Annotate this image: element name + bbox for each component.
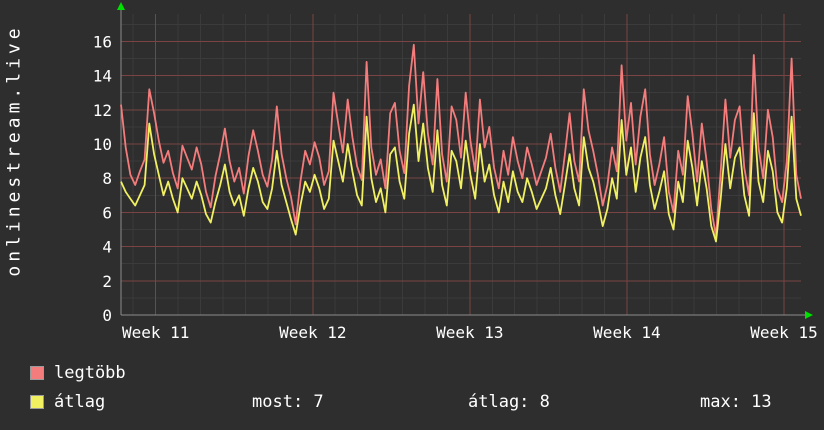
stat-most: most: 7: [252, 392, 324, 412]
svg-text:0: 0: [102, 306, 112, 325]
svg-text:2: 2: [102, 272, 112, 291]
svg-text:Week 11: Week 11: [122, 323, 189, 342]
legend-item-atlag: átlag: [30, 392, 105, 412]
svg-text:Week 12: Week 12: [279, 323, 346, 342]
svg-text:16: 16: [93, 32, 112, 51]
chart-svg: 0 2 4 6 8 10 12 14 16 Week 11 Week 12 Week 13 Week 1…: [93, 2, 818, 342]
legtobb-label: legtöbb: [54, 363, 126, 383]
stat-atlag: átlag: 8: [468, 392, 550, 412]
atlag-label: átlag: [54, 392, 106, 412]
svg-text:8: 8: [102, 169, 112, 188]
svg-text:14: 14: [93, 67, 112, 86]
atlag-swatch-icon: [30, 395, 44, 409]
svg-text:Week 15: Week 15: [750, 323, 817, 342]
legend-item-legtobb: legtöbb: [30, 363, 126, 383]
svg-text:10: 10: [93, 135, 112, 154]
svg-text:4: 4: [102, 238, 112, 257]
legtobb-swatch-icon: [30, 366, 44, 380]
svg-text:12: 12: [93, 101, 112, 120]
svg-text:Week 13: Week 13: [436, 323, 503, 342]
svg-text:Week 14: Week 14: [593, 323, 660, 342]
svg-text:6: 6: [102, 203, 112, 222]
stat-max: max: 13: [700, 392, 772, 412]
